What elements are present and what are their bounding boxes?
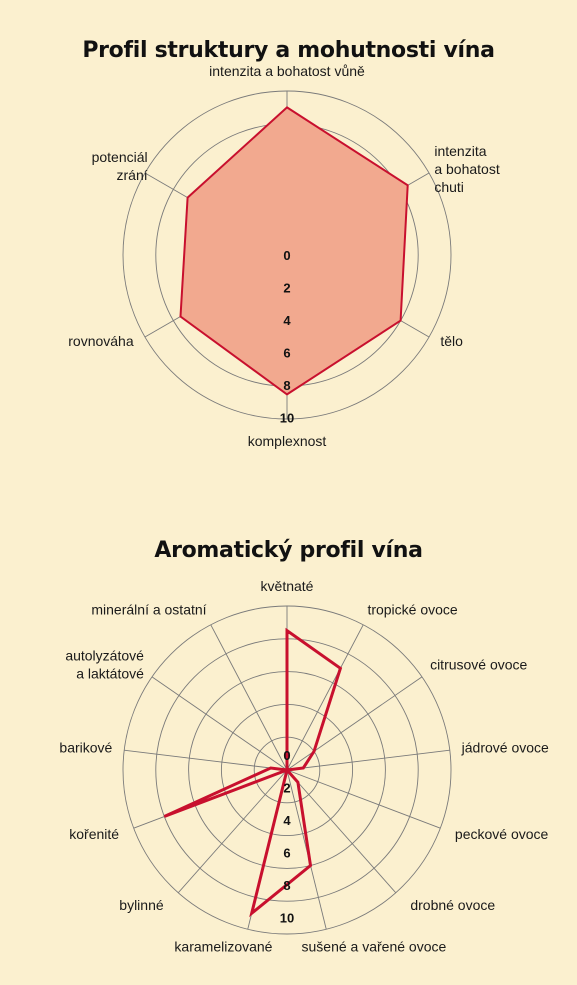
- tick-label: 4: [283, 813, 291, 828]
- axis-label: intenzita a bohatost chuti: [434, 143, 499, 195]
- axis-label-line: bylinné: [119, 897, 164, 913]
- tick-label: 10: [280, 911, 294, 926]
- axis-label: květnaté: [261, 578, 314, 594]
- tick-label: 2: [283, 781, 290, 796]
- axis-spoke: [177, 769, 288, 894]
- tick-label: 0: [283, 248, 290, 263]
- axis-label-line: květnaté: [261, 578, 314, 594]
- axis-label: minerální a ostatní: [91, 601, 206, 617]
- axis-label-line: tropické ovoce: [367, 601, 457, 617]
- axis-spoke: [286, 676, 423, 771]
- data-series-polygon: [163, 627, 343, 918]
- axis-label-line: intenzita a bohatost vůně: [209, 63, 365, 79]
- tick-label: 2: [283, 281, 290, 296]
- axis-label: citrusové ovoce: [430, 656, 527, 672]
- axis-label-line: sušené a vařené ovoce: [302, 939, 447, 955]
- axis-label: rovnováha: [68, 333, 134, 349]
- axis-label: sušené a vařené ovoce: [302, 939, 447, 955]
- axis-label-line: potenciál: [92, 149, 148, 165]
- axis-label: tropické ovoce: [367, 601, 457, 617]
- axis-label: kořenité: [69, 826, 119, 842]
- axis-label-line: citrusové ovoce: [430, 656, 527, 672]
- axis-label-line: chuti: [434, 179, 464, 195]
- tick-label: 6: [283, 346, 290, 361]
- axis-label: tělo: [440, 333, 463, 349]
- axis-label-line: tělo: [440, 333, 463, 349]
- axis-spoke: [210, 624, 288, 771]
- axis-label: potenciál zrání: [92, 149, 148, 183]
- axis-spoke: [286, 769, 397, 894]
- axis-label-line: intenzita: [434, 143, 486, 159]
- aroma-radar-svg: 0 2 4 6 8 10 květnaté tropické ovoce citrusové o…: [59, 578, 549, 955]
- axis-spoke: [124, 749, 288, 771]
- structure-radar-svg: 0 2 4 6 8 10 intenzita a bohatost vůně intenzit…: [68, 63, 500, 449]
- tick-label: 4: [283, 313, 291, 328]
- tick-label: 0: [283, 748, 290, 763]
- chart-title: Profil struktury a mohutnosti vína: [82, 38, 495, 63]
- axis-label-line: zrání: [117, 167, 148, 183]
- axis-label-line: drobné ovoce: [410, 897, 495, 913]
- tick-label: 6: [283, 846, 290, 861]
- axis-spoke: [151, 676, 288, 771]
- axis-label: karamelizované: [174, 939, 272, 955]
- axis-label: intenzita a bohatost vůně: [209, 63, 365, 79]
- axis-spoke: [286, 769, 441, 829]
- axis-spoke: [286, 749, 450, 771]
- tick-label: 8: [283, 378, 290, 393]
- axis-label-line: a laktátové: [76, 665, 144, 681]
- axis-label-line: autolyzátové: [65, 647, 144, 663]
- axis-label-line: karamelizované: [174, 939, 272, 955]
- tick-label: 10: [280, 411, 294, 426]
- data-series-polygon: [179, 106, 409, 396]
- axis-label: komplexnost: [248, 433, 327, 449]
- axis-label: bylinné: [119, 897, 164, 913]
- axis-label: barikové: [59, 740, 112, 756]
- axis-label: drobné ovoce: [410, 897, 495, 913]
- axis-label-line: peckové ovoce: [455, 826, 549, 842]
- axis-label: peckové ovoce: [455, 826, 549, 842]
- axis-label: jádrové ovoce: [461, 740, 549, 756]
- chart-title: Aromatický profil vína: [154, 538, 423, 563]
- axis-label-line: jádrové ovoce: [461, 740, 549, 756]
- axis-label-line: rovnováha: [68, 333, 134, 349]
- axis-spoke: [286, 624, 364, 771]
- tick-label: 8: [283, 878, 290, 893]
- aroma-radar-chart: Aromatický profil vína 0 2 4 6 8 10 květnaté tr…: [0, 520, 577, 985]
- structure-radar-chart: Profil struktury a mohutnosti vína 0 2 4 6 8…: [0, 0, 577, 480]
- axis-label: autolyzátové a laktátové: [65, 647, 144, 681]
- axis-label-line: kořenité: [69, 826, 119, 842]
- axis-label-line: komplexnost: [248, 433, 327, 449]
- axis-label-line: barikové: [59, 740, 112, 756]
- axis-label-line: a bohatost: [434, 161, 499, 177]
- axis-label-line: minerální a ostatní: [91, 601, 206, 617]
